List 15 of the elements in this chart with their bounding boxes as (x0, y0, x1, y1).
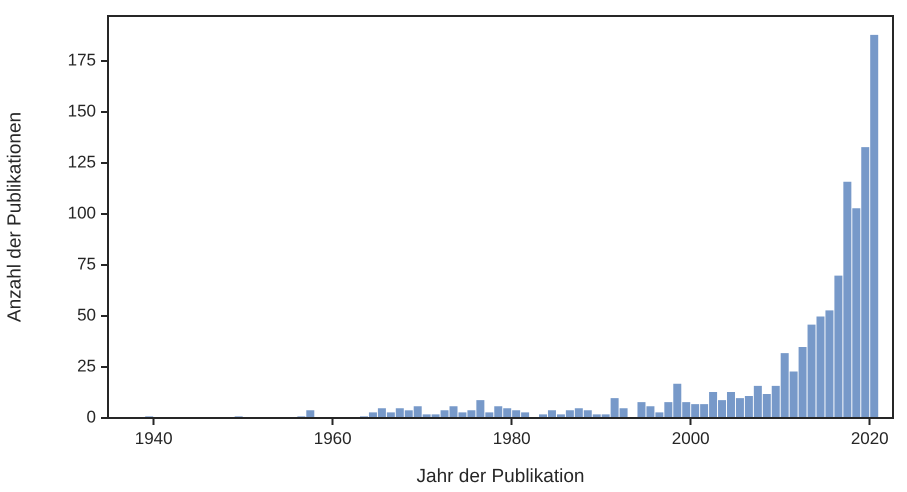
x-tick-label: 1960 (314, 428, 352, 448)
y-tick-label: 175 (68, 50, 96, 70)
y-tick-label: 0 (86, 408, 96, 427)
y-tick-label: 25 (77, 356, 96, 376)
y-tick-label: 125 (68, 152, 96, 172)
y-tick-label: 50 (77, 306, 96, 325)
y-tick-label: 100 (68, 204, 96, 223)
x-tick-label: 1940 (134, 428, 173, 448)
x-tick-label: 2000 (672, 428, 710, 448)
y-tick-label: 150 (68, 102, 96, 121)
y-tick-label: 75 (77, 254, 96, 274)
y-axis-title: Anzahl der Publikationen (4, 112, 26, 322)
x-axis-title: Jahr der Publikation (416, 466, 584, 487)
x-tick-label: 1980 (492, 428, 531, 448)
x-tick-label: 2020 (850, 428, 889, 448)
